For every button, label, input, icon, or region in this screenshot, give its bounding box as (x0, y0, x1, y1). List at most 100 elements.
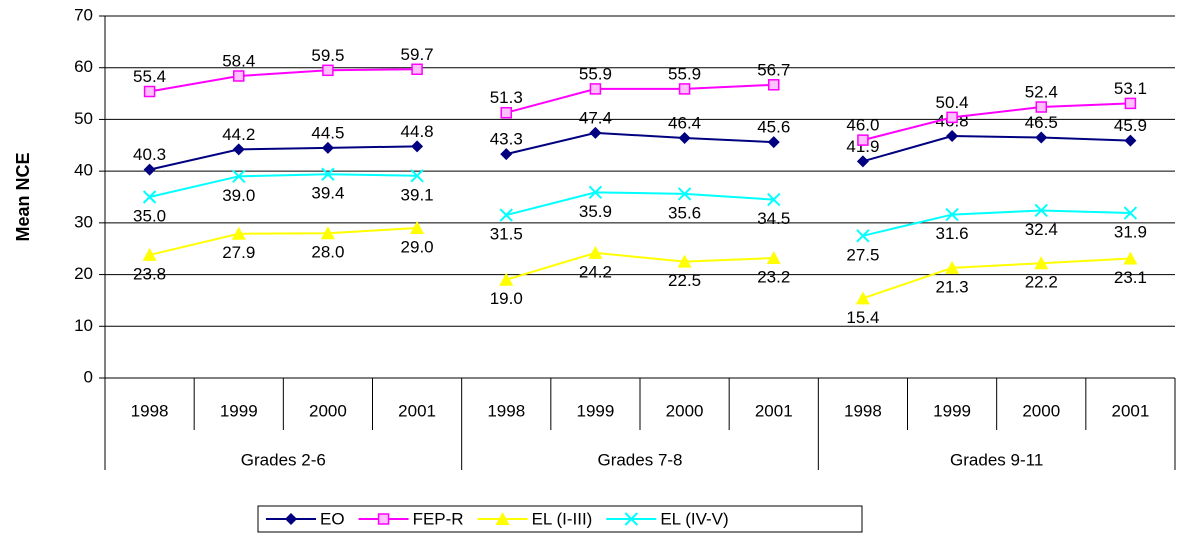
data-label: 23.8 (133, 264, 166, 283)
marker (322, 64, 334, 77)
data-label: 22.2 (1025, 273, 1058, 292)
legend-label: EL (I-III) (532, 509, 593, 528)
data-label: 55.9 (668, 64, 701, 83)
y-tick-label: 10 (74, 316, 93, 335)
series-line (505, 251, 774, 281)
marker (856, 155, 869, 168)
series-line (149, 227, 418, 256)
marker (495, 512, 510, 525)
marker (678, 83, 691, 95)
legend: EO FEP-R EL (I-III) EL (IV-V) (257, 505, 863, 533)
data-label: 40.3 (133, 145, 166, 164)
marker (499, 208, 513, 222)
data-label: 35.9 (579, 202, 612, 221)
series-line (506, 191, 774, 217)
y-tick-label: 50 (74, 109, 93, 128)
x-tick-label: 1999 (577, 401, 615, 420)
marker (677, 254, 692, 268)
data-label: 55.4 (133, 67, 166, 86)
data-label: 35.6 (668, 203, 701, 222)
marker (857, 134, 869, 146)
marker (142, 247, 157, 261)
data-label: 24.2 (579, 262, 612, 281)
series-line (862, 102, 1131, 142)
marker (410, 221, 425, 235)
data-label: 59.5 (311, 46, 344, 65)
marker (946, 111, 958, 124)
marker (678, 132, 691, 145)
marker (142, 190, 157, 204)
data-label: 46.4 (668, 114, 701, 133)
data-label: 19.0 (490, 289, 523, 308)
marker (410, 169, 424, 183)
marker (589, 126, 602, 139)
data-label: 31.6 (936, 224, 969, 243)
marker (677, 187, 692, 201)
data-label: 23.2 (757, 268, 790, 287)
marker (1035, 131, 1048, 144)
marker (767, 136, 780, 149)
series-line (862, 134, 1131, 163)
data-label: 32.4 (1025, 220, 1058, 239)
x-tick-label: 2001 (755, 401, 793, 420)
series-line (505, 83, 774, 114)
data-label: 58.4 (222, 51, 255, 70)
data-label: 45.6 (757, 118, 790, 137)
data-label: 43.3 (490, 130, 523, 149)
data-label: 27.9 (222, 243, 255, 262)
data-label: 51.3 (490, 88, 523, 107)
series-line (862, 209, 1131, 237)
marker (1123, 251, 1138, 265)
data-label: 47.4 (579, 108, 612, 127)
marker (232, 143, 245, 156)
legend-label: EO (320, 509, 345, 528)
marker (1034, 203, 1048, 218)
data-label: 23.1 (1114, 268, 1147, 287)
marker (768, 79, 780, 91)
x-tick-label: 1998 (131, 401, 169, 420)
data-label: 55.9 (579, 64, 612, 83)
group-label: Grades 2-6 (241, 450, 326, 469)
marker (411, 63, 423, 76)
marker (588, 185, 603, 200)
marker (945, 207, 959, 222)
marker (500, 106, 512, 119)
data-label: 59.7 (401, 45, 434, 64)
marker (143, 163, 156, 176)
group-label: Grades 9-11 (950, 450, 1043, 469)
data-label: 31.5 (490, 225, 523, 244)
x-tick-label: 2000 (309, 401, 347, 420)
marker (1124, 134, 1137, 147)
marker (1123, 206, 1138, 220)
marker (320, 226, 335, 240)
marker (232, 169, 246, 184)
series-line (506, 131, 774, 156)
series-line (862, 257, 1131, 300)
data-label: 52.4 (1025, 83, 1058, 102)
marker (411, 140, 424, 153)
data-label: 15.4 (846, 308, 879, 327)
x-tick-label: 1999 (933, 401, 971, 420)
legend-label: EL (IV-V) (660, 509, 728, 528)
data-label: 34.5 (757, 209, 790, 228)
y-tick-label: 70 (74, 5, 93, 24)
data-label: 39.0 (222, 186, 255, 205)
marker (624, 512, 639, 526)
y-tick-label: 40 (74, 161, 93, 180)
marker (143, 85, 156, 98)
data-label: 45.9 (1114, 116, 1147, 135)
marker (588, 245, 603, 259)
data-label: 28.0 (311, 243, 344, 262)
data-label: 29.0 (401, 238, 434, 257)
marker (233, 70, 245, 82)
marker (500, 148, 513, 161)
legend-label: FEP-R (413, 509, 464, 528)
data-label: 39.4 (311, 184, 344, 203)
data-label: 35.0 (133, 206, 166, 225)
data-label: 56.7 (757, 60, 790, 79)
y-axis-label: Mean NCE (13, 152, 33, 241)
y-tick-label: 30 (74, 212, 93, 231)
data-label: 39.1 (401, 185, 434, 204)
marker (321, 167, 335, 181)
